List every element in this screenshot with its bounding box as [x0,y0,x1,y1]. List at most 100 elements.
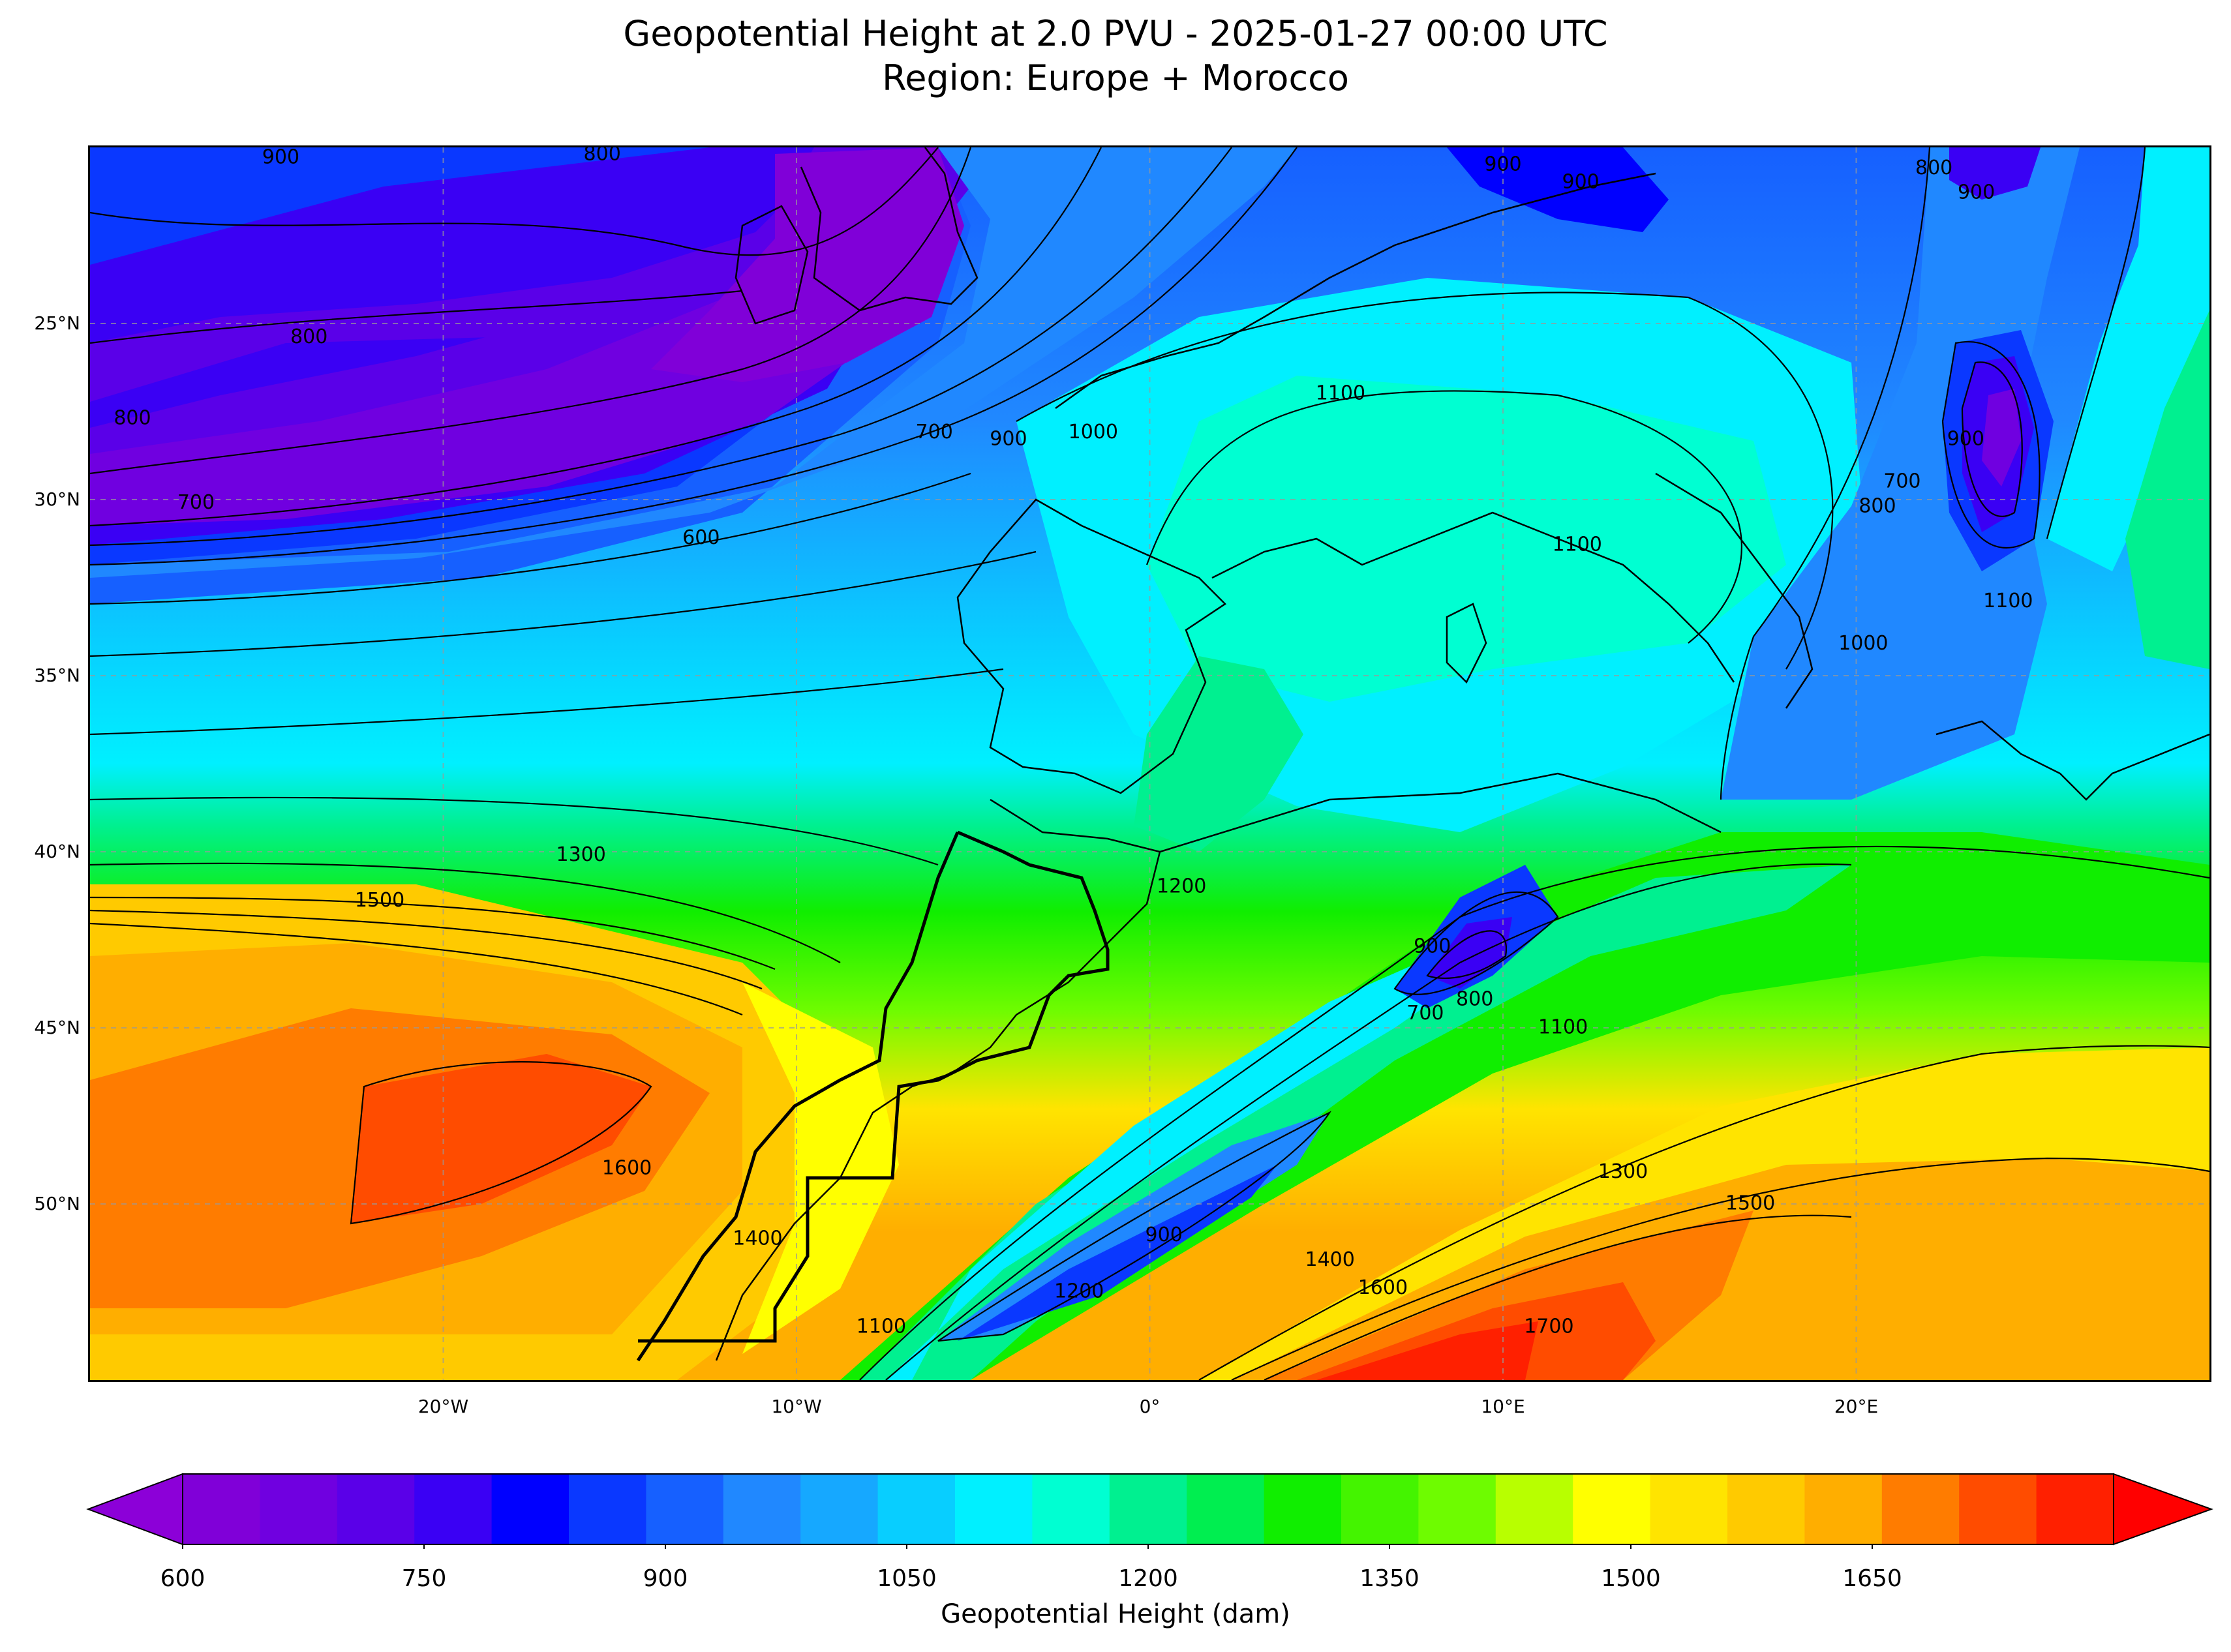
contour-label: 900 [1562,171,1599,194]
field-region [90,147,1297,578]
colorbar-segment [1881,1474,1960,1544]
map-subtitle: Region: Europe + Morocco [882,57,1349,98]
colorbar-segment [1187,1474,1265,1544]
contour-label: 900 [990,428,1027,451]
colorbar-tick-label: 600 [160,1565,205,1592]
morocco-border [636,830,1110,1362]
field-region [2125,310,2209,669]
colorbar-segment [646,1474,724,1544]
field-region [742,982,899,1354]
contour-label: 1300 [1598,1160,1648,1183]
contour-label: 1300 [556,843,606,866]
contour-label: 900 [1484,153,1521,176]
colorbar-segment [955,1474,1033,1544]
field-region [1134,656,1303,852]
coastlines [715,147,2209,1361]
coastline-africa-west [715,798,1161,1361]
colorbar-segment [1573,1474,1651,1544]
contour-label: 1600 [1358,1276,1408,1299]
map-title: Geopotential Height at 2.0 PVU - 2025-01… [623,13,1608,54]
contour-label: 1700 [1524,1315,1573,1338]
contour-lines [90,147,2209,1380]
contour-label: 600 [682,526,720,549]
contour-label: 700 [177,491,215,514]
colorbar-segment [260,1474,338,1544]
coastline-iberia [956,498,1226,794]
field-region [886,930,1525,1380]
colorbar-segment [1959,1474,2037,1544]
field-region [90,147,912,402]
contour-label: 1100 [1983,590,2033,612]
contour-label: 700 [1883,470,1920,493]
x-tick-label: 10°W [771,1396,822,1417]
contour-label: 900 [1947,428,1984,451]
y-tick-label: 35°N [34,665,80,686]
colorbar-label: Geopotential Height (dam) [941,1599,1290,1629]
field-region [958,1165,1277,1341]
contour-label: 900 [262,147,299,169]
contour-label: 800 [1456,987,1493,1010]
contour-label: 800 [1915,157,1952,179]
colorbar-segment [1495,1474,1573,1544]
field-region [840,832,2209,1380]
contour-label: 1500 [1725,1192,1775,1215]
x-tick-label: 10°E [1481,1396,1525,1417]
contour-label: 1600 [602,1157,652,1180]
colorbar-tick-label: 1200 [1118,1565,1178,1592]
x-tick-label: 20°E [1834,1396,1879,1417]
colorbar-segment [337,1474,415,1544]
contour-label: 1100 [857,1315,906,1338]
contour-label: 900 [1958,181,1995,204]
y-tick-label: 45°N [34,1017,80,1038]
contour-label: 900 [1414,935,1451,957]
contour-label: 800 [114,406,151,429]
field-region [1297,1282,1656,1380]
colorbar-segment [1650,1474,1728,1544]
contour-label: 1100 [1316,382,1365,405]
colorbar-segment [2036,1474,2114,1544]
field-region [351,1054,651,1224]
colorbar-tick-label: 1650 [1842,1565,1902,1592]
colorbar-tick-label: 750 [401,1565,447,1592]
contour-label: 700 [1406,1002,1444,1025]
colorbar-segment [183,1474,260,1544]
colorbar-segment [723,1474,801,1544]
colorbar-segment [1341,1474,1419,1544]
contour-label: 1000 [1069,421,1118,443]
coastline-med-north [1211,511,1735,683]
colorbar-segment [800,1474,879,1544]
coastline-sardinia [1446,603,1487,684]
y-tick-label: 40°N [34,841,80,862]
coastline-italy [1655,472,1814,709]
colorbar-tick-label: 1350 [1359,1565,1419,1592]
field-region [2047,147,2209,571]
contour-label: 1400 [1305,1248,1354,1271]
x-tick-label: 20°W [417,1396,469,1417]
colorbar-over-arrow [2113,1473,2213,1546]
colorbar-segment [1109,1474,1187,1544]
contour-label: 1000 [1838,632,1888,655]
colorbar-segment [491,1474,569,1544]
colorbar-tick-label: 900 [643,1565,688,1592]
colorbar-tick-label: 1050 [877,1565,937,1592]
contour-label: 1200 [1157,875,1206,898]
y-tick-label: 30°N [34,488,80,510]
x-tick-label: 0° [1139,1396,1161,1417]
y-tick-label: 50°N [34,1193,80,1214]
colorbar-segment [569,1474,646,1544]
colorbar-segment [414,1474,493,1544]
coastline-ireland [735,205,809,325]
y-tick-label: 25°N [34,312,80,334]
contour-label: 700 [916,421,953,443]
contour-label: 800 [290,325,327,348]
field-region [90,187,958,526]
coastline-britain [800,147,979,312]
contour-label: 800 [584,147,621,165]
field-region [1316,1321,1538,1380]
field-region [1147,376,1786,702]
contour-label: 800 [1859,494,1896,517]
colorbar-tick-label: 1500 [1601,1565,1661,1592]
field-region [90,147,971,500]
